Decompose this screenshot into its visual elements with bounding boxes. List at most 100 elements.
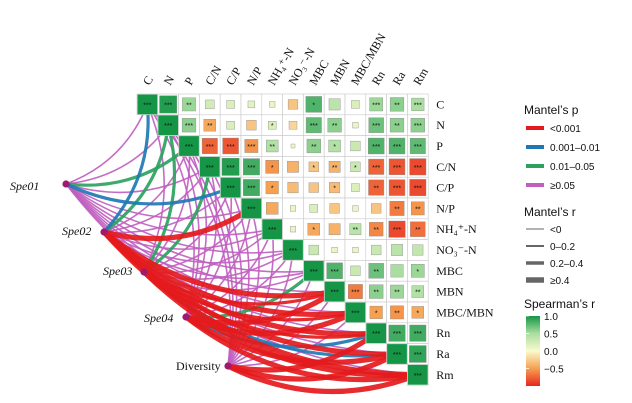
heatmap-cell <box>266 202 279 215</box>
heatmap-cell <box>368 263 384 279</box>
heatmap-cell <box>179 136 199 156</box>
heatmap-cell <box>205 99 215 110</box>
heatmap-cell <box>201 138 218 154</box>
legend-mantel-r: <0 0–0.2 0.2–0.4 ≥0.4 <box>526 225 584 287</box>
mantel-link <box>65 183 336 293</box>
heatmap-cell <box>241 198 262 219</box>
significance-label: ** <box>415 290 421 297</box>
significance-label: ** <box>332 165 338 172</box>
legends: Mantel’s p <0.001 0.001–0.01 0.01–0.05 ≥0.0… <box>524 103 600 386</box>
row-label: C/P <box>436 181 454 195</box>
heatmap-cell <box>308 182 319 193</box>
mantel-link <box>227 249 294 367</box>
mantel-link <box>103 228 273 250</box>
heatmap-cell <box>369 97 384 112</box>
significance-label: * <box>333 144 336 151</box>
significance-label: *** <box>310 123 318 130</box>
heatmap-cell <box>349 223 362 236</box>
heatmap-cell <box>409 324 427 342</box>
significance-label: *** <box>372 102 380 109</box>
heatmap-cell <box>368 158 385 175</box>
significance-label: ** <box>394 123 400 130</box>
row-label: C/N <box>436 160 456 174</box>
significance-label: * <box>375 310 378 317</box>
mantel-link <box>183 289 338 326</box>
heatmap-cell <box>351 183 360 192</box>
significance-label: ** <box>394 310 400 317</box>
significance-label: *** <box>268 227 276 234</box>
legend-r-label: <0 <box>550 225 562 236</box>
significance-label: ** <box>415 227 421 234</box>
colorbar <box>526 316 540 386</box>
mantel-link <box>225 351 400 382</box>
legend-spearman-colorbar: 1.0 0.5 0.0 −0.5 <box>526 312 564 386</box>
heatmap-cell <box>329 182 341 194</box>
heatmap-cell <box>287 160 299 173</box>
mantel-link <box>65 183 315 273</box>
significance-label: *** <box>206 165 214 172</box>
row-label: MBN <box>436 285 464 299</box>
significance-label: *** <box>247 144 255 151</box>
mantel-link <box>143 103 165 273</box>
mantel-link <box>225 363 421 395</box>
heatmap-cell <box>265 159 280 174</box>
heatmap-cell <box>345 302 366 323</box>
heatmap-cell <box>368 137 385 155</box>
heatmap-cell <box>389 118 405 133</box>
significance-label: * <box>271 165 274 172</box>
significance-label: ** <box>373 290 379 297</box>
mantel-link <box>102 102 150 234</box>
column-label: N <box>161 73 178 88</box>
heatmap-cell <box>407 364 428 385</box>
heatmap-cell <box>326 262 343 279</box>
row-label: N <box>436 118 445 132</box>
significance-label: *** <box>393 186 401 193</box>
mantel-link <box>65 166 211 194</box>
legend-mantel-p: <0.001 0.001–0.01 0.01–0.05 ≥0.05 <box>526 124 600 192</box>
mantel-link <box>183 314 421 383</box>
significance-label: *** <box>310 269 318 276</box>
row-label: Rn <box>436 326 450 340</box>
legend-p-label: 0.001–0.01 <box>550 143 600 154</box>
heatmap-cell <box>220 177 241 198</box>
heatmap-cell <box>350 265 361 276</box>
heatmap-cell <box>221 157 240 176</box>
legend-title-mantel-p: Mantel’s p <box>524 103 579 117</box>
significance-label: ** <box>269 144 275 151</box>
heatmap-cell <box>246 120 257 131</box>
significance-label: *** <box>393 165 401 172</box>
heatmap-cell <box>242 158 260 176</box>
mantel-link <box>183 309 358 336</box>
significance-label: *** <box>414 144 422 151</box>
heatmap-cell <box>390 284 404 299</box>
significance-label: *** <box>331 269 339 276</box>
heatmap-cell <box>366 323 387 344</box>
column-label: C/P <box>223 65 244 88</box>
mantel-link <box>101 205 254 242</box>
significance-label: ** <box>373 186 379 193</box>
heatmap-cell <box>287 99 299 110</box>
legend-r-label: ≥0.4 <box>550 276 570 287</box>
heatmap-cell <box>411 285 424 298</box>
row-label: Ra <box>436 347 450 361</box>
heatmap-cell <box>222 137 239 155</box>
heatmap-cell <box>412 244 424 256</box>
column-label: P <box>181 74 197 87</box>
row-label: C <box>436 97 444 111</box>
legend-p-label: <0.001 <box>550 124 581 135</box>
heatmap-cell <box>226 121 235 130</box>
heatmap-cell <box>289 205 297 212</box>
mantel-link <box>65 103 149 185</box>
heatmap-cell <box>368 179 385 196</box>
group-label: Spe02 <box>62 224 91 238</box>
row-label: MBC/MBN <box>436 305 494 319</box>
significance-label: * <box>271 186 274 193</box>
column-label: C <box>140 74 156 88</box>
mantel-link <box>103 231 294 264</box>
heatmap-cell <box>388 179 406 196</box>
significance-label: * <box>333 186 336 193</box>
heatmap-cell <box>350 161 361 172</box>
heatmap-cell <box>371 244 382 256</box>
heatmap-cell <box>390 305 404 320</box>
heatmap-cell <box>388 158 406 175</box>
